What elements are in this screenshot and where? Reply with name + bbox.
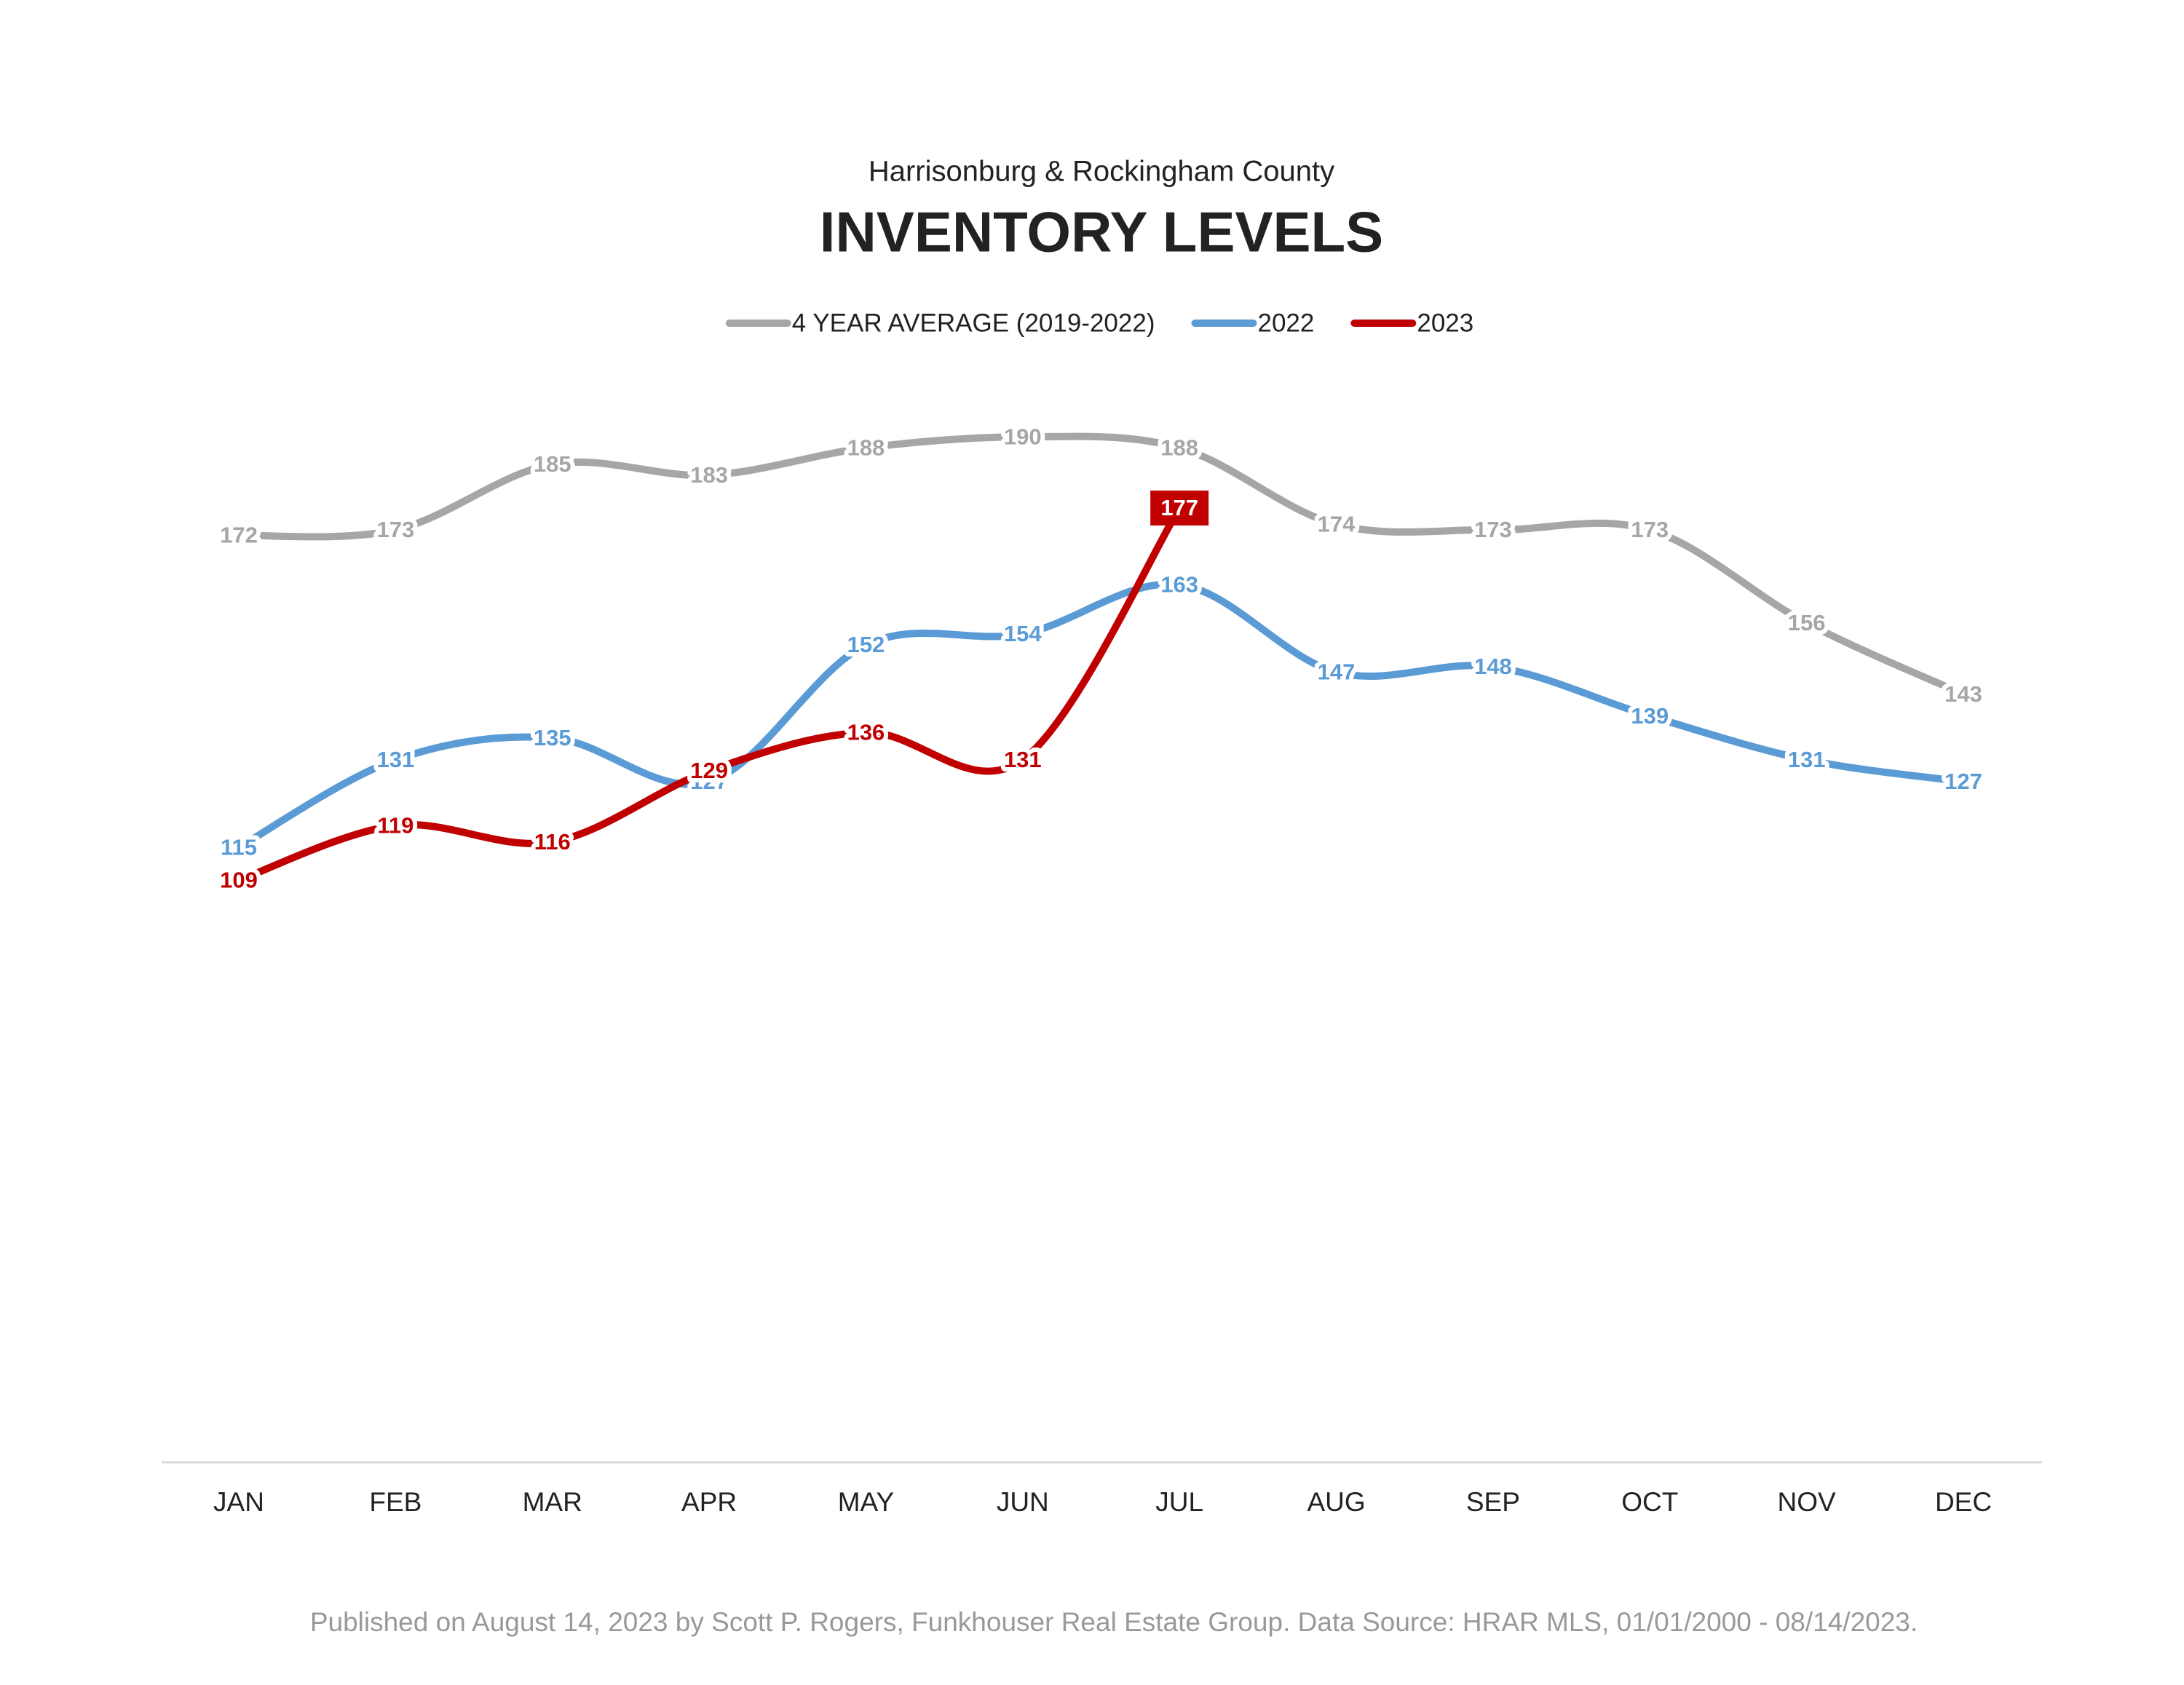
data-label: 109 [220,868,258,893]
x-tick-label: JUL [1155,1487,1203,1517]
data-label: 147 [1318,659,1356,685]
legend-label: 2022 [1257,309,1314,337]
data-label: 154 [1004,621,1042,646]
data-label: 185 [534,451,571,477]
data-label-box [1150,490,1209,526]
data-label: 188 [1160,435,1198,460]
x-tick-label: MAY [838,1487,894,1517]
data-label: 136 [847,719,885,745]
x-tick-label: APR [681,1487,737,1517]
x-tick-label: DEC [1935,1487,1992,1517]
data-label: 119 [377,812,414,838]
data-label: 115 [221,834,257,860]
legend-label: 2023 [1417,309,1473,337]
data-label: 139 [1631,703,1669,729]
series-line [235,432,1967,698]
data-label: 190 [1004,424,1042,449]
data-label: 131 [1004,747,1042,772]
series-line [235,504,1184,884]
data-label: 173 [1631,517,1669,542]
data-label: 152 [847,632,885,657]
data-label: 177 [1160,495,1198,520]
x-tick-label: JAN [213,1487,264,1517]
data-label: 188 [847,435,885,460]
x-tick-label: AUG [1307,1487,1365,1517]
legend: 4 YEAR AVERAGE (2019-2022) 2022 2023 [725,309,1473,337]
data-label: 127 [690,769,728,794]
data-label: 174 [1318,512,1356,537]
legend-label: 4 YEAR AVERAGE (2019-2022) [792,309,1155,337]
data-label: 173 [376,517,414,542]
x-tick-label: SEP [1466,1487,1520,1517]
data-label: 156 [1788,610,1826,635]
data-label: 173 [1474,517,1512,542]
data-label: 148 [1474,654,1512,679]
data-label: 116 [534,829,571,855]
data-label: 143 [1944,681,1982,707]
series-line [235,580,1967,852]
chart-title: INVENTORY LEVELS [820,200,1383,264]
data-label: 172 [220,523,258,548]
data-label: 131 [1788,747,1826,772]
footer: Published on August 14, 2023 by Scott P.… [310,1607,1918,1637]
data-label: 127 [1944,769,1982,794]
x-tick-label: OCT [1621,1487,1678,1517]
x-tick-label: FEB [369,1487,422,1517]
chart-subtitle: Harrisonburg & Rockingham County [869,156,1334,188]
x-tick-label: NOV [1778,1487,1837,1517]
data-label: 183 [690,462,728,488]
data-label: 131 [376,747,414,772]
x-tick-label: MAR [523,1487,582,1517]
data-label: 163 [1160,571,1198,597]
data-label: 135 [534,725,571,750]
x-tick-label: JUN [997,1487,1049,1517]
data-label: 129 [690,758,728,783]
